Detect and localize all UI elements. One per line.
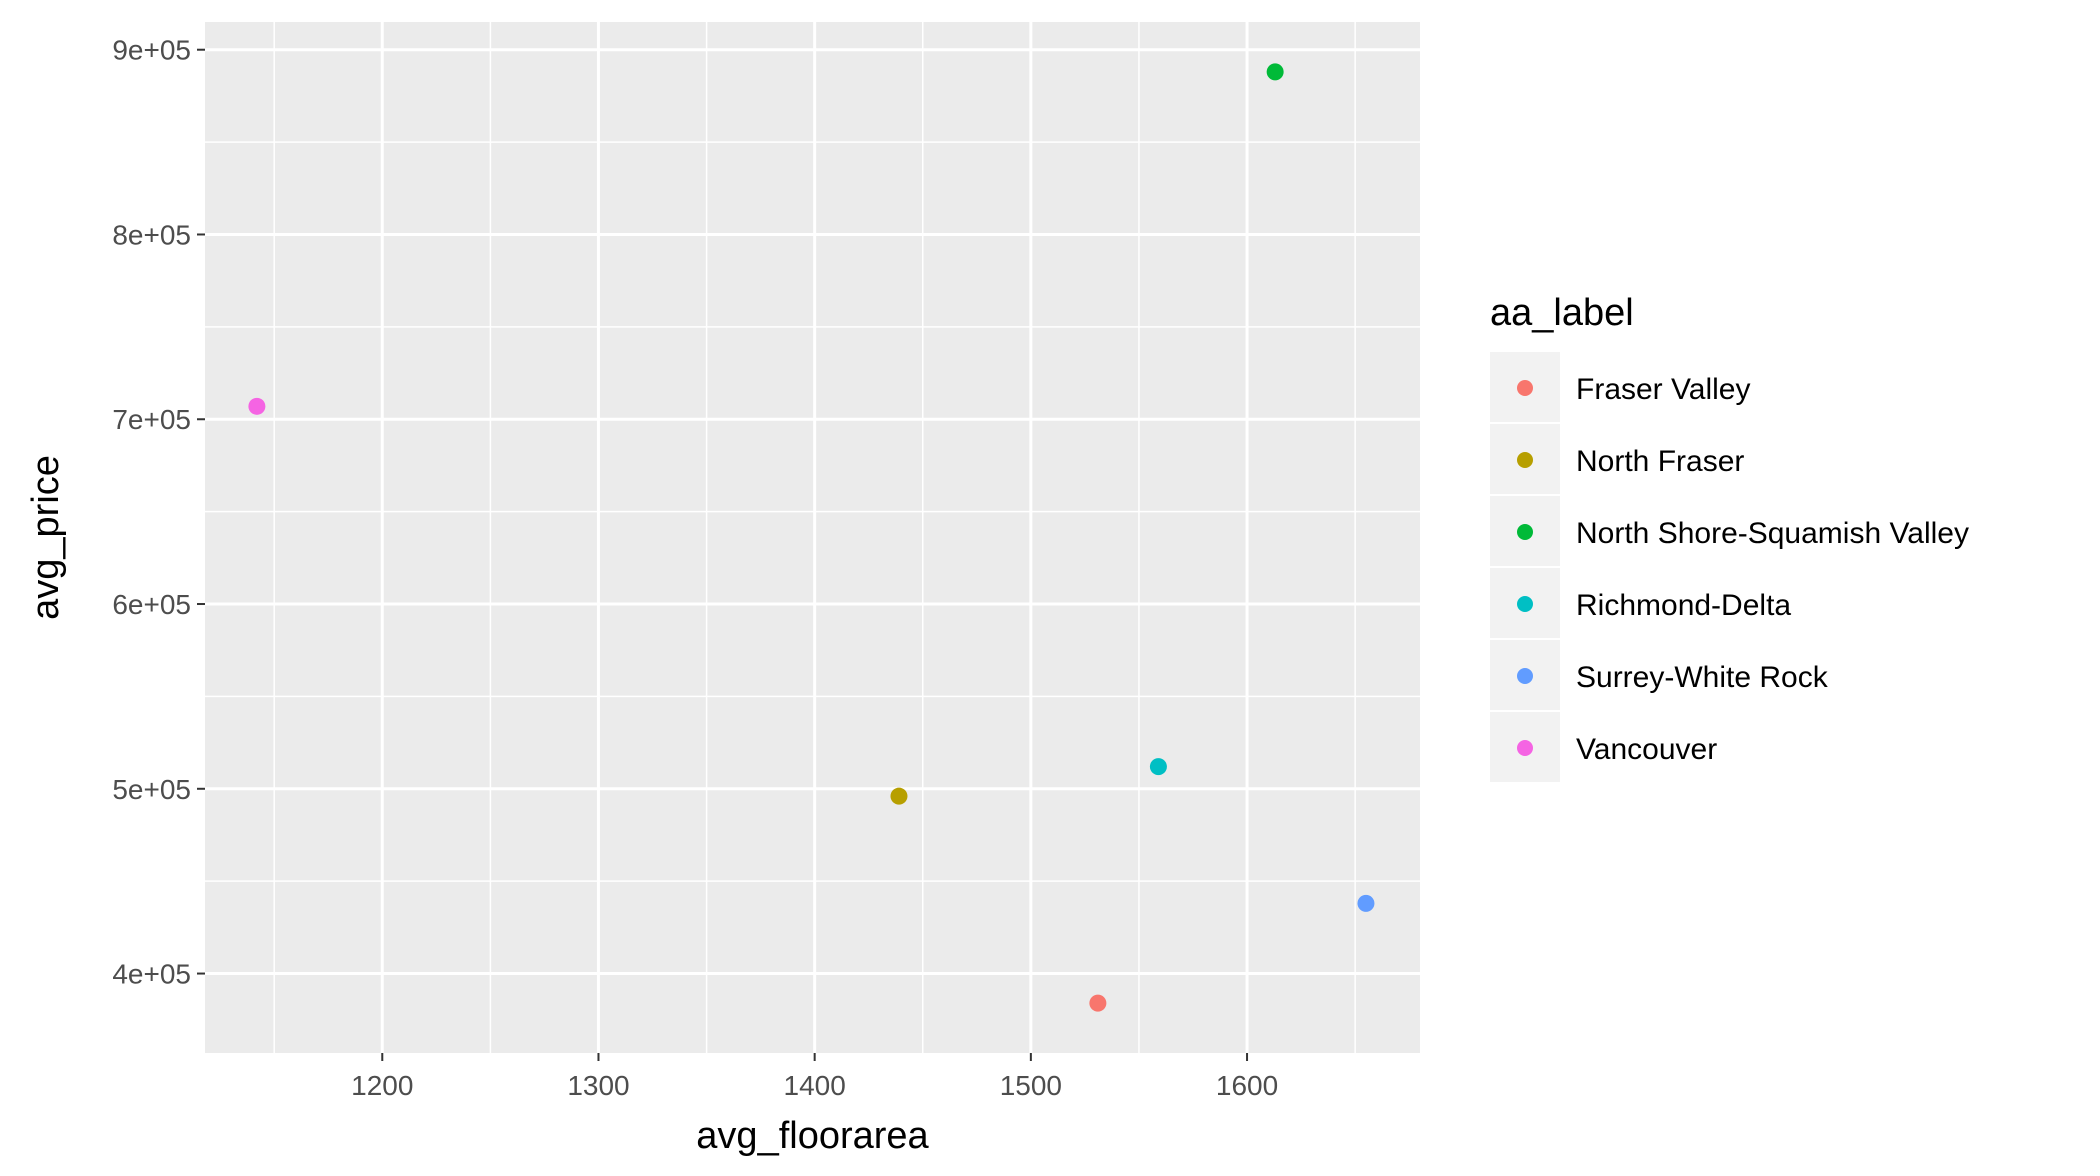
legend-key-dot (1517, 740, 1533, 756)
minor-gridlines (205, 22, 1420, 1053)
x-tick-label: 1300 (567, 1070, 629, 1101)
legend-key-dot (1517, 380, 1533, 396)
data-point-surrey-white-rock (1357, 894, 1375, 912)
x-tick-label: 1600 (1216, 1070, 1278, 1101)
y-tick-label: 4e+05 (112, 959, 191, 990)
data-point-richmond-delta (1149, 758, 1167, 776)
legend-label: North Fraser (1576, 445, 1744, 478)
legend-title: aa_label (1490, 292, 1634, 334)
data-point-vancouver (248, 397, 266, 415)
legend-key-dot (1517, 452, 1533, 468)
legend-key-dot (1517, 524, 1533, 540)
data-point-fraser-valley (1089, 994, 1107, 1012)
legend-label: North Shore-Squamish Valley (1576, 517, 1969, 550)
x-tick-label: 1500 (1000, 1070, 1062, 1101)
legend-key-dot (1517, 596, 1533, 612)
x-tick-label: 1200 (351, 1070, 413, 1101)
legend: aa_label Fraser Valley North Fraser North … (1490, 292, 1969, 782)
legend-label: Fraser Valley (1576, 373, 1751, 406)
y-axis: 4e+05 5e+05 6e+05 7e+05 8e+05 9e+05 (112, 35, 205, 990)
data-point-north-fraser (890, 787, 908, 805)
x-axis: 1200 1300 1400 1500 1600 (351, 1053, 1278, 1101)
data-points (248, 63, 1375, 1012)
legend-label: Richmond-Delta (1576, 589, 1791, 622)
x-axis-title: avg_floorarea (696, 1115, 929, 1157)
data-point-north-shore-squamish-valley (1266, 63, 1284, 81)
plot-panel (205, 22, 1420, 1053)
major-gridlines (205, 22, 1420, 1053)
y-tick-label: 6e+05 (112, 589, 191, 620)
y-axis-title: avg_price (25, 455, 67, 620)
x-tick-label: 1400 (784, 1070, 846, 1101)
y-tick-label: 9e+05 (112, 35, 191, 66)
y-tick-label: 7e+05 (112, 404, 191, 435)
y-tick-label: 8e+05 (112, 219, 191, 250)
legend-label: Vancouver (1576, 733, 1717, 766)
legend-label: Surrey-White Rock (1576, 661, 1829, 694)
y-tick-label: 5e+05 (112, 774, 191, 805)
legend-key-dot (1517, 668, 1533, 684)
